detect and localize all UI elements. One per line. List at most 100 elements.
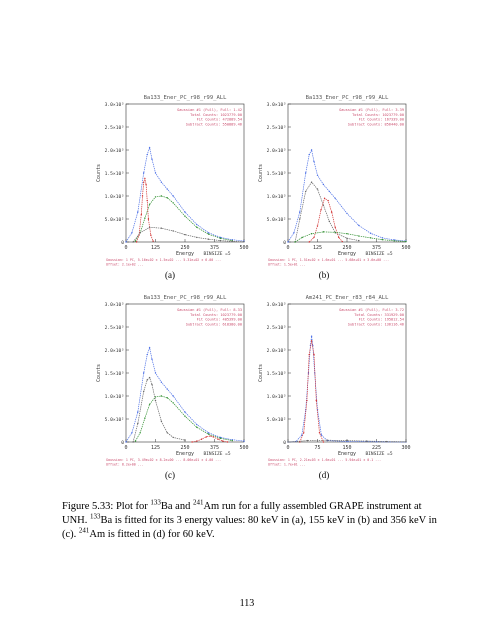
series-green-point bbox=[139, 432, 141, 434]
fit-summary-text: Offset: 8.2e+00 ... bbox=[106, 463, 144, 467]
series-red-line bbox=[308, 197, 343, 243]
x-tick-label: 500 bbox=[401, 245, 410, 251]
series-red-point bbox=[146, 199, 148, 202]
series-red-point bbox=[308, 241, 310, 243]
legend-text: Total Counts: 1023779.00 bbox=[190, 113, 242, 117]
y-tick-label: 5.0×10² bbox=[105, 217, 124, 223]
x-tick-label: 375 bbox=[210, 245, 219, 251]
x-tick-label: 125 bbox=[313, 245, 322, 251]
series-red-point bbox=[200, 438, 203, 440]
series-red-point bbox=[226, 441, 229, 443]
series-red-point bbox=[144, 177, 146, 180]
x-tick-label: 500 bbox=[239, 245, 248, 251]
y-tick-label: 3.0×10³ bbox=[267, 302, 287, 308]
y-tick-label: 0 bbox=[283, 440, 286, 446]
series-green-line bbox=[135, 395, 233, 442]
caption-text-2: Ba and bbox=[160, 501, 193, 512]
series-green-point bbox=[346, 233, 348, 235]
series-blue-point bbox=[154, 372, 157, 374]
series-gray-point bbox=[310, 181, 313, 183]
y-tick-label: 2.5×10³ bbox=[267, 125, 287, 131]
x-tick-label: 125 bbox=[151, 445, 160, 451]
series-gray-point bbox=[184, 233, 186, 236]
y-tick-label: 3.0×10³ bbox=[105, 102, 125, 108]
fit-summary-text: Offset: 2.1e+02 ... bbox=[106, 263, 144, 267]
series-blue-point bbox=[369, 232, 372, 234]
legend-text: Fit Counts: 405399.00 bbox=[197, 318, 242, 322]
y-tick-label: 2.0×10³ bbox=[105, 348, 125, 354]
series-blue-point bbox=[320, 434, 323, 436]
x-tick-label: 150 bbox=[342, 445, 351, 451]
legend-text: Gaussian #1 (Full), Full: 3.72 bbox=[339, 308, 404, 312]
caption-sup-2: 241 bbox=[192, 498, 204, 507]
series-green-point bbox=[134, 440, 137, 442]
series-green-point bbox=[134, 240, 137, 242]
x-axis-label: Energy bbox=[338, 251, 356, 257]
chart-a: Ba133_Ener_PC_r98_r99_ALL 0 5.0×10² 1.0×10³… bbox=[96, 95, 249, 267]
series-red-point bbox=[327, 199, 329, 202]
series-gray-point bbox=[148, 376, 151, 379]
x-tick-label: 500 bbox=[239, 445, 248, 451]
y-tick-label: 1.5×10³ bbox=[267, 171, 287, 177]
series-blue-point bbox=[207, 432, 210, 434]
series-green-point bbox=[144, 217, 146, 219]
series-blue-point bbox=[310, 149, 313, 151]
series-gray-point bbox=[385, 440, 388, 443]
series-red-point bbox=[322, 441, 325, 443]
binsize-label: BINSIZE =5 bbox=[365, 451, 392, 457]
series-gray-point bbox=[346, 439, 348, 442]
series-green-point bbox=[294, 241, 296, 243]
figure-caption: Figure 5.33: Plot for 133Ba and 241Am ru… bbox=[62, 498, 444, 542]
series-green-point bbox=[166, 397, 168, 399]
series-blue-point bbox=[287, 241, 289, 243]
series-blue-point bbox=[293, 232, 295, 234]
series-red-point bbox=[141, 195, 144, 197]
series-red-point bbox=[306, 399, 308, 402]
series-gray-point bbox=[328, 220, 330, 222]
y-tick-label: 2.5×10³ bbox=[105, 325, 125, 331]
series-blue-point bbox=[310, 335, 313, 337]
series-gray-point bbox=[299, 218, 301, 220]
y-tick-label: 1.0×10³ bbox=[267, 394, 287, 400]
series-blue-line bbox=[287, 148, 407, 243]
y-tick-label: 1.5×10³ bbox=[105, 171, 125, 177]
series-blue-point bbox=[381, 237, 384, 239]
x-tick-label: 0 bbox=[286, 245, 289, 251]
x-tick-label: 250 bbox=[180, 245, 189, 251]
series-gray-point bbox=[306, 439, 309, 442]
x-tick-label: 375 bbox=[210, 445, 219, 451]
series-red-point bbox=[338, 236, 340, 239]
y-tick-label: 2.0×10³ bbox=[267, 148, 287, 154]
series-green-point bbox=[381, 239, 384, 241]
series-blue-line bbox=[287, 336, 407, 443]
series-blue-point bbox=[148, 147, 151, 149]
series-green-point bbox=[172, 202, 174, 204]
series-green-point bbox=[207, 233, 210, 235]
series-gray-point bbox=[172, 436, 174, 439]
series-red-point bbox=[303, 432, 305, 434]
series-red-point bbox=[299, 441, 301, 443]
series-gray-point bbox=[166, 432, 168, 434]
series-gray-point bbox=[231, 240, 233, 243]
plot-title: Ba133_Ener_PC_r98_r99_ALL bbox=[306, 95, 389, 101]
series-green-point bbox=[144, 417, 146, 419]
series-red-point bbox=[143, 181, 145, 183]
series-blue-point bbox=[131, 232, 133, 234]
series-gray-point bbox=[137, 422, 139, 425]
series-red-point bbox=[316, 225, 319, 227]
series-red-point bbox=[313, 236, 315, 239]
y-tick-label: 2.5×10³ bbox=[105, 125, 125, 131]
series-green-point bbox=[196, 226, 198, 228]
legend-text: Gaussian #1 (Full), Full: 3.39 bbox=[339, 108, 404, 112]
series-gray-point bbox=[154, 399, 157, 402]
series-green-point bbox=[405, 240, 407, 243]
series-gray-point bbox=[358, 239, 360, 242]
series-blue-line bbox=[125, 346, 245, 443]
y-tick-label: 2.0×10³ bbox=[267, 348, 287, 354]
series-green-point bbox=[154, 396, 157, 398]
series-gray-point bbox=[287, 441, 289, 443]
x-axis-label: Energy bbox=[176, 251, 194, 257]
legend-text: Total Counts: 1023779.00 bbox=[190, 313, 242, 317]
series-blue-point bbox=[316, 174, 319, 176]
series-green-point bbox=[219, 437, 222, 440]
